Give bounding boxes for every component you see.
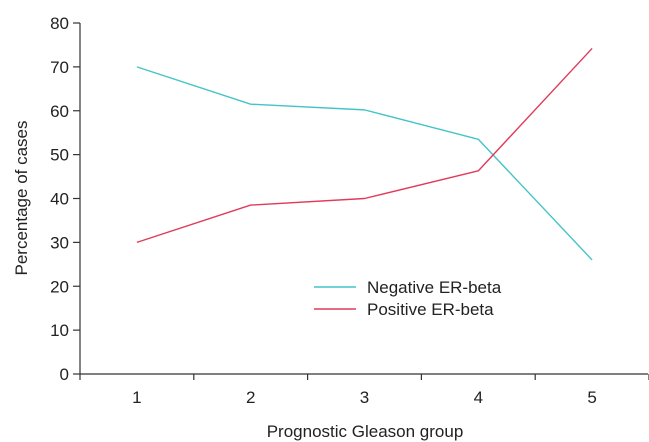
y-tick-label: 70: [50, 58, 69, 77]
series-line-negative-er-beta: [136, 66, 593, 261]
x-tick-label: 5: [587, 388, 596, 407]
legend-label-negative-er-beta: Negative ER-beta: [367, 278, 502, 297]
y-tick-label: 60: [50, 102, 69, 121]
series-line-positive-er-beta: [136, 47, 593, 244]
y-tick-label: 80: [50, 14, 69, 33]
y-tick-label: 40: [50, 190, 69, 209]
legend-label-positive-er-beta: Positive ER-beta: [367, 300, 494, 319]
axes-layer: 0 10 20 30 40 50 60 70 80 1 2 3 4 5: [50, 14, 649, 407]
y-tick-label: 50: [50, 146, 69, 165]
x-axis-title: Prognostic Gleason group: [267, 422, 464, 441]
y-tick-label: 30: [50, 233, 69, 252]
y-tick-label: 20: [50, 277, 69, 296]
x-tick-label: 2: [246, 388, 255, 407]
x-tick-label: 1: [132, 388, 141, 407]
y-axis-title: Percentage of cases: [12, 121, 31, 276]
y-tick-label: 0: [60, 365, 69, 384]
legend: Negative ER-beta Positive ER-beta: [314, 278, 502, 319]
series-layer: [136, 47, 593, 261]
y-tick-label: 10: [50, 321, 69, 340]
x-tick-label: 3: [360, 388, 369, 407]
x-tick-label: 4: [474, 388, 483, 407]
